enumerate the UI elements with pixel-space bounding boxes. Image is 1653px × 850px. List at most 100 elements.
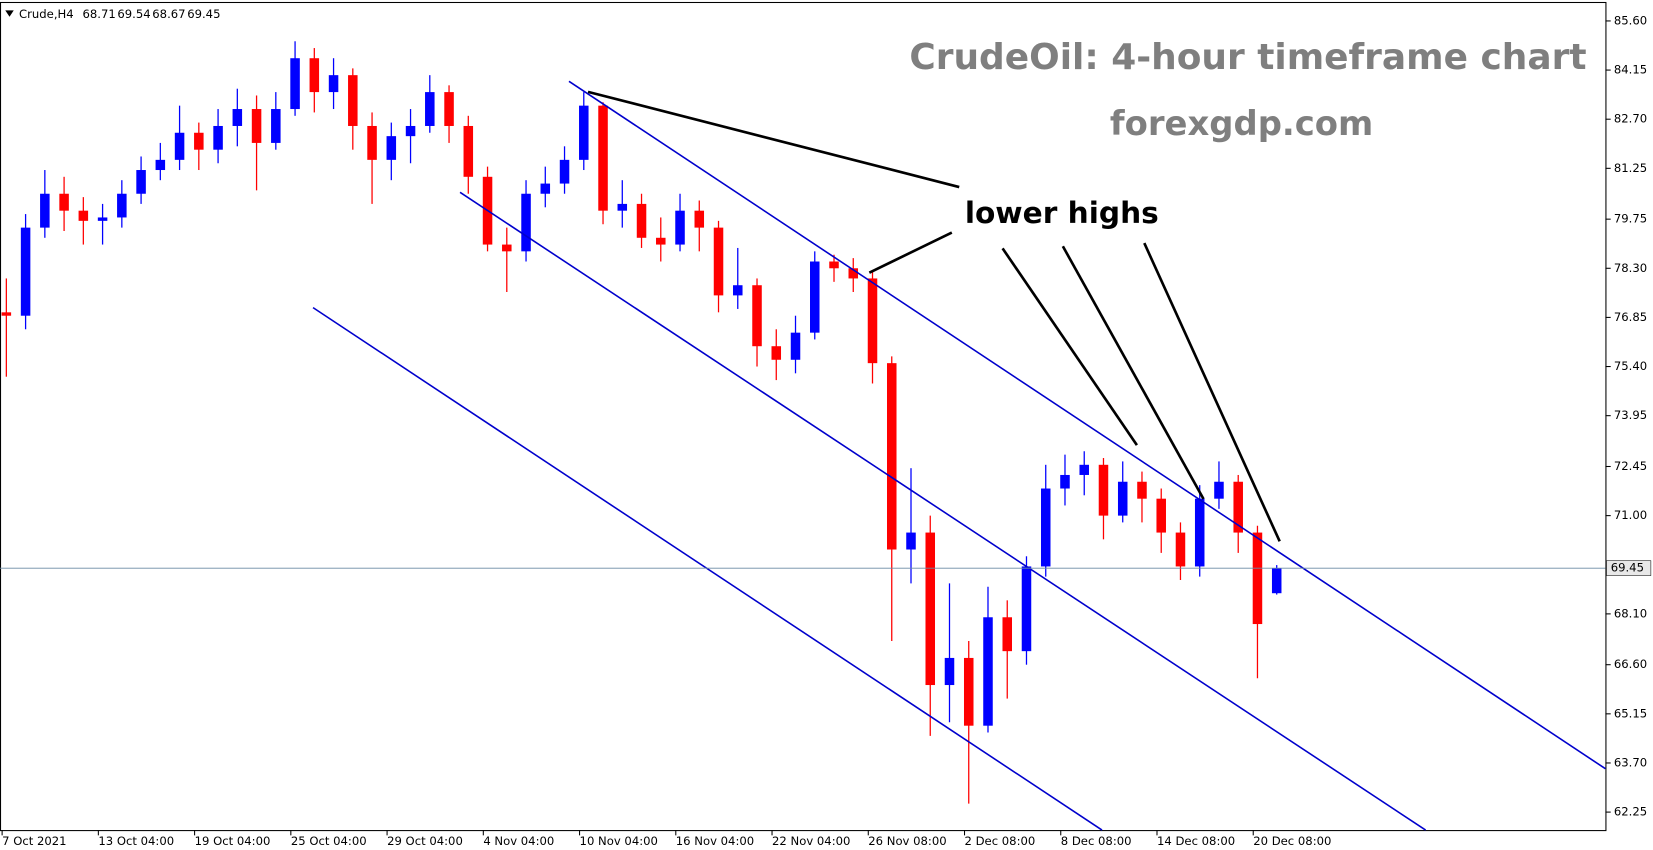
y-tick-label: 84.15: [1614, 63, 1647, 77]
candle-body: [290, 58, 300, 110]
x-tick-label: 26 Nov 08:00: [868, 834, 946, 848]
candle-body: [174, 132, 185, 160]
y-tick-label: 71.00: [1614, 508, 1647, 522]
candle-body: [925, 532, 936, 686]
candle-body: [1214, 481, 1224, 499]
current-price-label: 69.45: [1611, 561, 1644, 575]
candle-body: [1252, 532, 1263, 625]
pointer-line: [1001, 247, 1138, 446]
candle-body: [136, 170, 146, 194]
candle-body: [963, 657, 974, 726]
pointer-line: [587, 90, 960, 189]
x-tick-label: 2 Dec 08:00: [965, 834, 1036, 848]
candle-body: [405, 125, 416, 137]
symbol: Crude,H4: [19, 7, 74, 21]
candle-body: [502, 244, 512, 252]
x-tick-label: 25 Oct 04:00: [291, 834, 367, 848]
candle-body: [1194, 498, 1205, 567]
x-tick-label: 8 Dec 08:00: [1061, 834, 1132, 848]
candle-body: [559, 159, 570, 184]
candle-body: [1079, 464, 1089, 475]
y-tick-label: 81.25: [1614, 161, 1647, 175]
channel-lines: [312, 80, 1606, 831]
candle-body: [1137, 481, 1147, 499]
candle-body: [1271, 568, 1282, 594]
candle-body: [271, 109, 281, 143]
candle-body: [1040, 488, 1051, 567]
chart-title: CrudeOil: 4-hour timeframe chart: [909, 37, 1586, 78]
candle-body: [579, 105, 589, 160]
y-tick-label: 63.70: [1614, 755, 1647, 769]
y-tick-label: 79.75: [1614, 212, 1647, 226]
y-tick-label: 76.85: [1614, 310, 1647, 324]
y-tick-label: 66.60: [1614, 657, 1647, 671]
y-tick-label: 65.15: [1614, 706, 1647, 720]
candle-body: [1156, 498, 1166, 533]
candle-body: [521, 193, 531, 252]
chart-subtitle: forexgdp.com: [1110, 104, 1373, 143]
y-tick-label: 62.25: [1614, 805, 1647, 819]
candle-body: [848, 268, 859, 279]
channel-line: [459, 191, 1427, 831]
candle-body: [1175, 532, 1186, 567]
y-tick-label: 72.45: [1614, 459, 1647, 473]
annotation: lower highs: [965, 196, 1159, 230]
pointer-line: [1143, 242, 1281, 542]
header-open: 68.71: [82, 7, 115, 21]
x-tick-label: 16 Nov 04:00: [676, 834, 754, 848]
candle-body: [656, 237, 666, 245]
candle-body: [771, 346, 782, 360]
candle-body: [829, 261, 839, 269]
candle-body: [636, 203, 647, 238]
candle-body: [983, 617, 993, 726]
candle-body: [251, 109, 262, 143]
candle-body: [1, 312, 12, 316]
candle-body: [367, 125, 377, 160]
x-tick-label: 22 Nov 04:00: [772, 834, 850, 848]
header-close: 69.45: [187, 7, 220, 21]
x-tick-label: 7 Oct 2021: [2, 834, 66, 848]
candle-body: [463, 125, 474, 177]
current-price-box: [1606, 560, 1652, 576]
candle-body: [97, 217, 108, 221]
candle-body: [1233, 481, 1243, 533]
header-low: 68.67: [152, 7, 185, 21]
candle-body: [790, 332, 801, 360]
pointer-line: [868, 231, 953, 274]
candle-body: [232, 109, 243, 126]
candle-body: [733, 285, 743, 296]
pointer-line: [1061, 245, 1205, 500]
candle-body: [617, 203, 628, 211]
x-tick-label: 20 Dec 08:00: [1253, 834, 1331, 848]
candle-body: [694, 210, 705, 228]
candle-body: [40, 193, 50, 228]
candle-body: [20, 227, 31, 316]
x-tick-label: 4 Nov 04:00: [483, 834, 554, 848]
menu-icon[interactable]: [5, 10, 14, 17]
candle-body: [386, 136, 397, 160]
candle-body: [213, 125, 223, 150]
y-tick-label: 78.30: [1614, 261, 1647, 275]
candle-body: [348, 75, 358, 126]
candle-body: [194, 132, 204, 150]
candle-body: [1117, 481, 1128, 516]
y-tick-label: 85.60: [1614, 13, 1647, 27]
x-tick-label: 13 Oct 04:00: [98, 834, 174, 848]
plot-frame: [0, 1, 1607, 832]
candle-body: [713, 227, 724, 296]
candle-body: [78, 210, 89, 221]
candle-body: [309, 58, 320, 93]
x-tick-label: 29 Oct 04:00: [387, 834, 463, 848]
x-tick-label: 10 Nov 04:00: [580, 834, 658, 848]
candle-body: [810, 261, 820, 333]
candle-body: [867, 278, 878, 364]
candle-body: [675, 210, 685, 245]
candle-body: [59, 193, 69, 211]
header-high: 69.54: [117, 7, 150, 21]
candle-body: [425, 92, 435, 126]
candle-body: [328, 75, 339, 93]
candle-body: [444, 92, 454, 126]
candle-body: [598, 105, 608, 211]
